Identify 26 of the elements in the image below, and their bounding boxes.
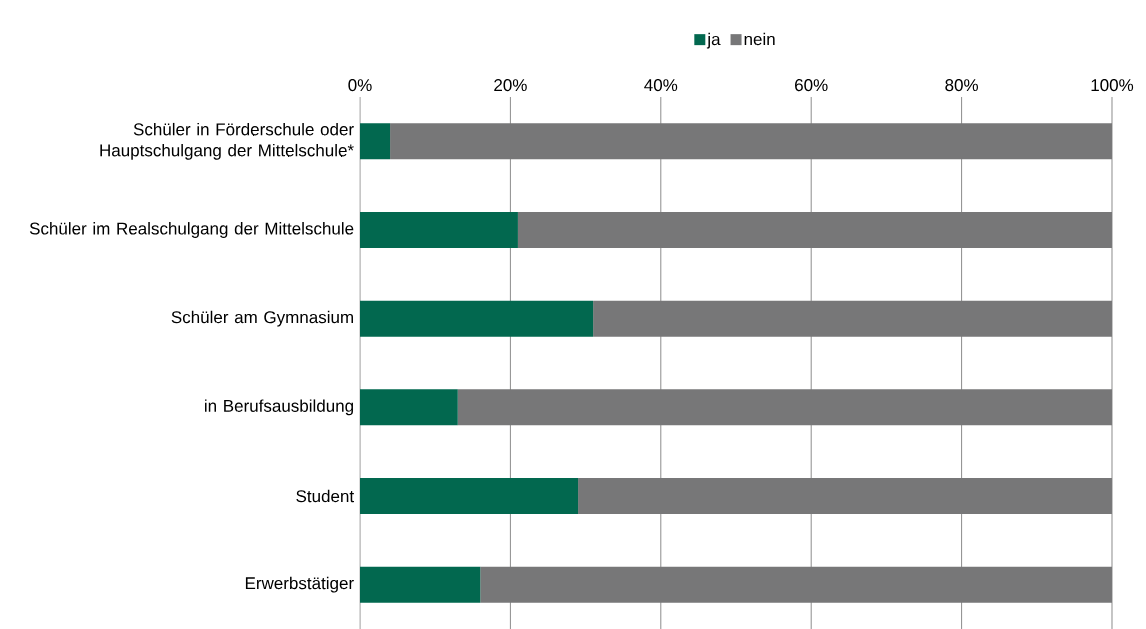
x-tick-label: 20% [494,79,527,92]
bar [578,477,1112,514]
bar [457,389,1112,426]
bar [480,566,1112,603]
bar [360,212,518,248]
x-tick-label: 100% [1091,79,1134,92]
y-tick-label: in Berufsausbildung [205,399,353,416]
y-tick-label: Schüler in Förderschule oder Hauptschulgang der Mittelschule* [100,122,354,160]
y-tick-label: Student [296,489,354,503]
y-tick-label: Schüler im Realschulgang der Mittelschule [29,222,354,238]
bar [360,300,594,337]
y-tick-label: Erwerbstätiger [245,576,354,593]
bar [390,123,1112,160]
legend-label: ja [706,32,721,49]
bar [593,300,1112,337]
x-tick-label: 40% [644,79,678,92]
legend-label: nein [744,32,775,46]
bar [517,212,1112,248]
x-tick-label: 0% [348,79,372,92]
y-tick-label: Schüler am Gymnasium [171,310,353,327]
x-tick-label: 60% [795,79,828,92]
bar [360,123,391,160]
bar [360,389,458,426]
bar [360,477,579,514]
bar [360,566,481,603]
x-tick-label: 80% [945,79,978,92]
